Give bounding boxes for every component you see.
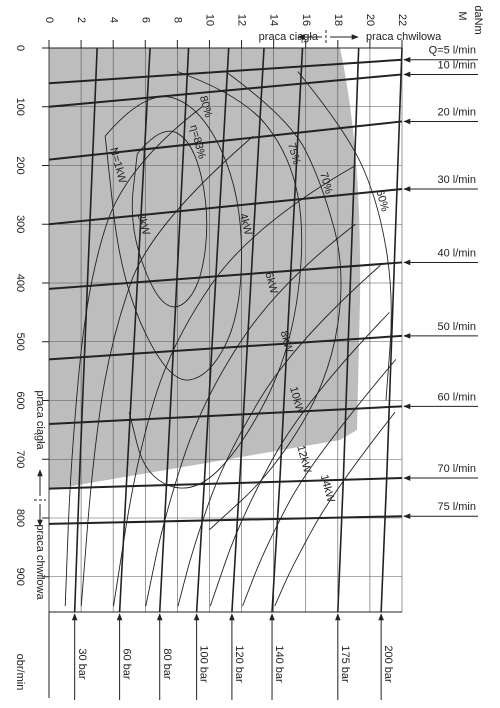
y-tick-label: 600	[14, 391, 26, 409]
x-axis-label: M	[456, 11, 468, 20]
x-tick-label: 16	[300, 14, 312, 26]
flow-line	[48, 405, 403, 425]
pressure-label: 60 bar	[121, 648, 133, 680]
x-tick-label: 10	[204, 14, 216, 26]
zone-label: praca chwilowa	[34, 524, 46, 600]
flow-line	[48, 188, 403, 226]
continuous-zone	[49, 48, 361, 490]
efficiency-curve	[209, 71, 342, 531]
pressure-line	[118, 47, 151, 613]
power-curve	[209, 312, 390, 607]
flow-label: 40 l/min	[437, 247, 476, 259]
pressure-label: 30 bar	[76, 648, 88, 680]
x-tick-label: 12	[236, 14, 248, 26]
pressure-line	[337, 47, 360, 613]
y-tick-label: 500	[14, 333, 26, 351]
x-axis-unit: daNm	[472, 5, 484, 34]
efficiency-curve	[128, 71, 303, 489]
flow-label: 70 l/min	[437, 463, 476, 475]
pressure-line	[158, 47, 190, 613]
pressure-line	[271, 47, 304, 613]
power-curve	[242, 359, 397, 607]
flow-line	[48, 477, 403, 490]
flow-line	[48, 515, 403, 525]
y-tick-label: 100	[14, 98, 26, 116]
y-tick-label: 800	[14, 509, 26, 527]
flow-label: Q=5 l/min	[429, 45, 476, 57]
pressure-line	[195, 47, 230, 613]
power-label: 6kW	[262, 271, 279, 296]
pressure-label: 100 bar	[198, 645, 210, 683]
x-tick-label: 6	[139, 17, 151, 23]
y-axis-label: obr/min	[14, 654, 26, 691]
flow-label: 10 l/min	[437, 59, 476, 71]
x-tick-label: 8	[171, 17, 183, 23]
flow-line	[48, 73, 403, 108]
y-tick-label: 200	[14, 156, 26, 174]
x-tick-label: 20	[364, 14, 376, 26]
pressure-label: 120 bar	[233, 645, 245, 683]
efficiency-curve	[104, 96, 242, 381]
x-tick-label: 22	[396, 14, 408, 26]
flow-line	[48, 334, 403, 361]
flow-label: 50 l/min	[437, 321, 476, 333]
power-label: 4kW	[237, 212, 254, 237]
flow-label: 60 l/min	[437, 391, 476, 403]
y-tick-label: 400	[14, 274, 26, 292]
x-tick-label: 18	[332, 14, 344, 26]
y-tick-label: 700	[14, 450, 26, 468]
pressure-label: 175 bar	[339, 645, 351, 683]
power-curve	[113, 165, 356, 607]
power-label: 2kW	[135, 212, 152, 237]
pressure-line	[73, 47, 98, 613]
power-curve	[177, 265, 381, 607]
zone-label: praca chwilowa	[366, 31, 442, 43]
zone-label: praca ciągła	[34, 390, 46, 450]
pressure-label: 140 bar	[273, 645, 285, 683]
power-label: 14kW	[318, 473, 337, 504]
y-tick-label: 0	[14, 45, 26, 51]
power-curve	[64, 106, 203, 607]
pressure-label: 200 bar	[382, 645, 394, 683]
flow-line	[48, 261, 403, 290]
x-tick-label: 0	[43, 17, 55, 23]
efficiency-label: 60%	[373, 189, 390, 214]
zone-label: praca ciągła	[259, 31, 319, 43]
x-tick-label: 4	[107, 17, 119, 23]
pressure-line	[231, 47, 265, 613]
flow-label: 75 l/min	[437, 501, 476, 513]
pressure-line	[380, 47, 403, 613]
power-curve	[274, 411, 396, 607]
flow-label: 20 l/min	[437, 106, 476, 118]
flow-label: 30 l/min	[437, 174, 476, 186]
efficiency-label: 75%	[285, 142, 302, 167]
y-tick-label: 300	[14, 215, 26, 233]
efficiency-curve	[297, 71, 392, 401]
pressure-label: 80 bar	[161, 648, 173, 680]
flow-line	[48, 120, 403, 161]
y-tick-label: 900	[14, 568, 26, 586]
x-tick-label: 2	[75, 17, 87, 23]
flow-line	[48, 58, 403, 85]
efficiency-label: 80%	[197, 95, 214, 120]
x-tick-label: 14	[268, 14, 280, 26]
